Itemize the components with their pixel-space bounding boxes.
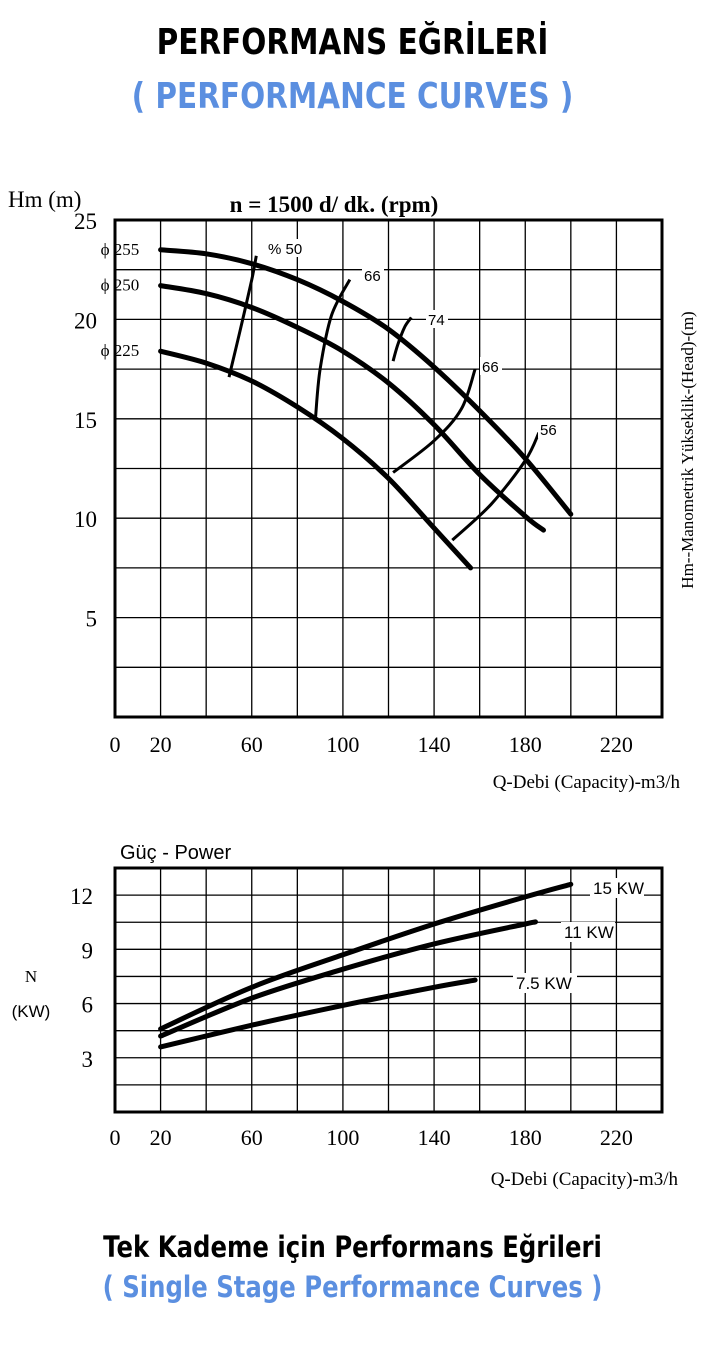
efficiency-curve [227, 255, 258, 378]
power-x-tick-label: 20 [150, 1125, 172, 1150]
page-title: PERFORMANS EĞRİLERİ [156, 22, 549, 63]
head-y-tick-label: 20 [74, 308, 97, 333]
head-x-axis-label: Q-Debi (Capacity)-m3/h [493, 772, 681, 793]
head-y-tick-label: 10 [74, 507, 97, 532]
power-curve [158, 919, 539, 1039]
head-y-tick-label: 5 [86, 607, 98, 632]
efficiency-label-bg [480, 357, 502, 375]
efficiency-label: 56 [540, 422, 557, 439]
power-y-tick-label: 9 [82, 938, 94, 963]
head-x-tick-label: 0 [110, 732, 121, 757]
head-y-axis-label-right: Hm--Manometrik Yükseklik-(Head)-(m) [678, 311, 697, 588]
efficiency-label: 66 [482, 359, 499, 376]
head-y-tick-label: 15 [74, 408, 97, 433]
head-x-tick-label: 140 [418, 732, 451, 757]
efficiency-label-bg [426, 310, 448, 328]
head-y-tick-label: 25 [74, 209, 97, 234]
power-label-bg [513, 973, 577, 993]
head-series-label: ϕ 250 [101, 276, 140, 295]
efficiency-label-bg [266, 239, 306, 257]
power-x-tick-label: 100 [326, 1125, 359, 1150]
footer-subtitle: ( Single Stage Performance Curves ) [102, 1270, 603, 1304]
power-x-tick-label: 0 [110, 1125, 121, 1150]
power-chart-title: Güç - Power [120, 842, 231, 864]
power-curve [158, 881, 574, 1032]
power-y-tick-label: 6 [82, 993, 94, 1018]
head-x-tick-label: 60 [241, 732, 263, 757]
efficiency-label: 74 [428, 312, 445, 329]
head-x-tick-label: 180 [509, 732, 542, 757]
power-series-label: 15 KW [593, 879, 644, 898]
power-label-bg [561, 922, 615, 942]
efficiency-label-bg [362, 266, 384, 284]
power-series-label: 7.5 KW [516, 974, 572, 993]
head-chart-title: n = 1500 d/ dk. (rpm) [230, 192, 439, 217]
power-x-axis-label: Q-Debi (Capacity)-m3/h [491, 1169, 679, 1190]
efficiency-curve [392, 368, 477, 474]
head-series-label: ϕ 255 [101, 240, 140, 259]
power-y-tick-label: 3 [82, 1047, 94, 1072]
power-curve [158, 977, 478, 1050]
head-curve [158, 247, 574, 517]
power-y-axis-unit: (KW) [12, 1002, 51, 1021]
power-y-axis-label: N [25, 967, 37, 986]
footer-title: Tek Kademe için Performans Eğrileri [103, 1230, 602, 1264]
efficiency-curve [391, 316, 413, 362]
power-x-tick-label: 60 [241, 1125, 263, 1150]
head-y-axis-label: Hm (m) [8, 187, 81, 212]
head-x-tick-label: 220 [600, 732, 633, 757]
efficiency-curve [451, 432, 541, 542]
power-x-tick-label: 140 [418, 1125, 451, 1150]
power-chart-frame [113, 866, 664, 1114]
efficiency-label: % 50 [268, 241, 302, 258]
head-chart-frame [113, 218, 664, 719]
head-curve [158, 283, 546, 533]
page-subtitle: ( PERFORMANCE CURVES ) [131, 76, 574, 117]
efficiency-label: 66 [364, 268, 381, 285]
head-series-label: ϕ 225 [101, 341, 140, 360]
head-x-tick-label: 20 [150, 732, 172, 757]
power-y-tick-label: 12 [70, 884, 93, 909]
power-series-label: 11 KW [564, 923, 614, 942]
efficiency-curve [314, 278, 352, 417]
head-x-tick-label: 100 [326, 732, 359, 757]
efficiency-label-bg [538, 420, 560, 438]
head-curve [158, 348, 474, 571]
power-x-tick-label: 180 [509, 1125, 542, 1150]
power-label-bg [590, 878, 644, 898]
power-x-tick-label: 220 [600, 1125, 633, 1150]
